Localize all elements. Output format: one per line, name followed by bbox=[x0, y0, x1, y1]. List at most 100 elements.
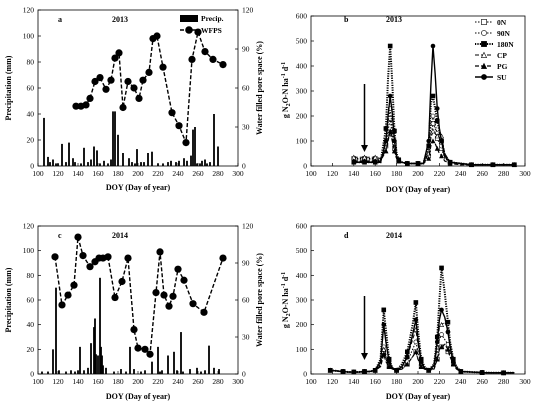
x-tick-label: 200 bbox=[412, 377, 424, 386]
plot-frame bbox=[37, 225, 239, 375]
y-tick-label: 80 bbox=[27, 58, 35, 67]
precip-bar bbox=[100, 346, 102, 374]
x-tick-label: 160 bbox=[92, 169, 104, 178]
series-point-pg bbox=[413, 349, 419, 355]
series-point-su bbox=[451, 359, 456, 364]
precip-bar bbox=[182, 371, 184, 374]
precip-bar bbox=[87, 367, 89, 374]
panel-letter: d bbox=[344, 231, 349, 240]
series-point-su bbox=[501, 370, 506, 376]
precip-bar bbox=[52, 159, 54, 166]
y-tick-label: 100 bbox=[296, 137, 308, 146]
precip-bar bbox=[199, 163, 201, 166]
series-point-su bbox=[426, 138, 432, 144]
wfps-point bbox=[153, 32, 161, 40]
y-tick-label: 100 bbox=[296, 345, 308, 354]
legend-marker-0n bbox=[481, 19, 487, 25]
legend-label-su: SU bbox=[497, 73, 507, 82]
series-point-su bbox=[372, 159, 378, 165]
series-point-su bbox=[381, 322, 387, 327]
precip-bar bbox=[47, 371, 49, 374]
x-tick-label: 180 bbox=[112, 377, 124, 386]
precip-bar bbox=[125, 371, 127, 374]
wfps-point bbox=[86, 263, 94, 271]
legend-label-90n: 90N bbox=[497, 29, 511, 38]
precip-bar bbox=[114, 111, 116, 166]
series-point-su bbox=[458, 369, 464, 374]
precip-bar bbox=[99, 163, 101, 166]
precip-bar bbox=[167, 355, 169, 374]
precip-bar bbox=[74, 162, 76, 166]
precip-bar bbox=[190, 155, 192, 166]
precip-bar bbox=[217, 146, 219, 166]
x-tick-label: 180 bbox=[112, 169, 124, 178]
x-tick-label: 160 bbox=[92, 377, 104, 386]
wfps-line bbox=[76, 29, 224, 143]
legend: Precip. WFPS bbox=[180, 14, 224, 35]
precip-bar bbox=[96, 150, 98, 166]
x-tick-label: 260 bbox=[192, 377, 204, 386]
panel-title: 2013 bbox=[386, 15, 402, 24]
precip-bar bbox=[113, 371, 115, 374]
series-point-180n bbox=[381, 307, 387, 313]
precip-bar bbox=[157, 346, 159, 374]
plot-frame bbox=[310, 15, 526, 167]
y2-tick-label: 30 bbox=[242, 123, 250, 132]
series-point-su bbox=[383, 138, 389, 144]
y2-tick-label: 120 bbox=[242, 222, 254, 231]
series-point-su bbox=[430, 43, 436, 49]
precip-bar bbox=[180, 332, 182, 374]
precip-bar bbox=[134, 163, 136, 166]
x-tick-label: 120 bbox=[52, 169, 64, 178]
wfps-point bbox=[104, 253, 112, 261]
x-tick-label: 260 bbox=[477, 377, 489, 386]
y-tick-label: 600 bbox=[296, 12, 308, 21]
series-point-0n bbox=[430, 121, 436, 126]
wfps-point bbox=[175, 122, 183, 130]
legend-marker-wfps bbox=[185, 26, 193, 34]
y2-tick-label: 60 bbox=[242, 84, 250, 93]
precip-bar bbox=[218, 369, 220, 374]
precip-bar bbox=[55, 287, 57, 374]
precip-bar bbox=[43, 117, 45, 166]
y-tick-label: 0 bbox=[30, 162, 34, 171]
precip-bar bbox=[52, 349, 54, 374]
precip-bar bbox=[83, 147, 85, 166]
y-tick-label: 600 bbox=[296, 222, 308, 231]
panel-a-precipitation-wfps-2013: a 2013 Precipitation (mm) Water filled p… bbox=[4, 6, 264, 193]
precip-bar bbox=[93, 146, 95, 166]
x-tick-label: 100 bbox=[32, 377, 44, 386]
x-tick-label: 300 bbox=[519, 169, 531, 178]
legend-marker-cp bbox=[480, 51, 488, 58]
series-point-su bbox=[490, 162, 496, 168]
y-tick-label: 80 bbox=[27, 271, 35, 280]
series-point-pg bbox=[445, 346, 451, 352]
x-tick-label: 200 bbox=[132, 169, 144, 178]
series-point-su bbox=[362, 369, 367, 374]
precip-bar bbox=[83, 370, 85, 374]
wfps-point bbox=[130, 326, 138, 334]
precip-bar bbox=[159, 371, 161, 374]
x-tick-label: 300 bbox=[232, 169, 244, 178]
y2-tick-label: 60 bbox=[242, 296, 250, 305]
legend-swatch-precip bbox=[180, 15, 198, 22]
precip-bar bbox=[170, 160, 172, 166]
x-tick-label: 280 bbox=[498, 377, 510, 386]
y2-tick-label: 120 bbox=[242, 6, 254, 15]
wfps-point bbox=[119, 103, 127, 112]
x-tick-label: 240 bbox=[172, 377, 184, 386]
wfps-point bbox=[188, 55, 196, 64]
precip-bar bbox=[58, 370, 60, 374]
x-tick-label: 300 bbox=[232, 377, 244, 386]
wfps-point bbox=[51, 253, 59, 261]
series-point-pg bbox=[434, 356, 440, 362]
precip-bar bbox=[80, 163, 82, 166]
wfps-point bbox=[107, 76, 115, 84]
series-point-180n bbox=[439, 265, 444, 271]
wfps-point bbox=[159, 63, 167, 71]
wfps-point bbox=[96, 74, 104, 82]
precip-bar bbox=[144, 370, 146, 374]
wfps-point bbox=[124, 77, 132, 86]
series-point-su bbox=[415, 161, 421, 166]
precip-bar bbox=[206, 163, 208, 166]
